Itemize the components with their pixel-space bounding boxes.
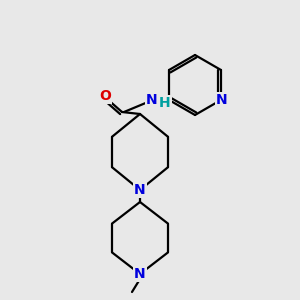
Text: N: N <box>146 93 158 107</box>
Text: H: H <box>159 96 171 110</box>
Text: N: N <box>134 183 146 197</box>
Text: O: O <box>99 89 111 103</box>
Text: N: N <box>216 93 228 107</box>
Text: N: N <box>134 267 146 281</box>
